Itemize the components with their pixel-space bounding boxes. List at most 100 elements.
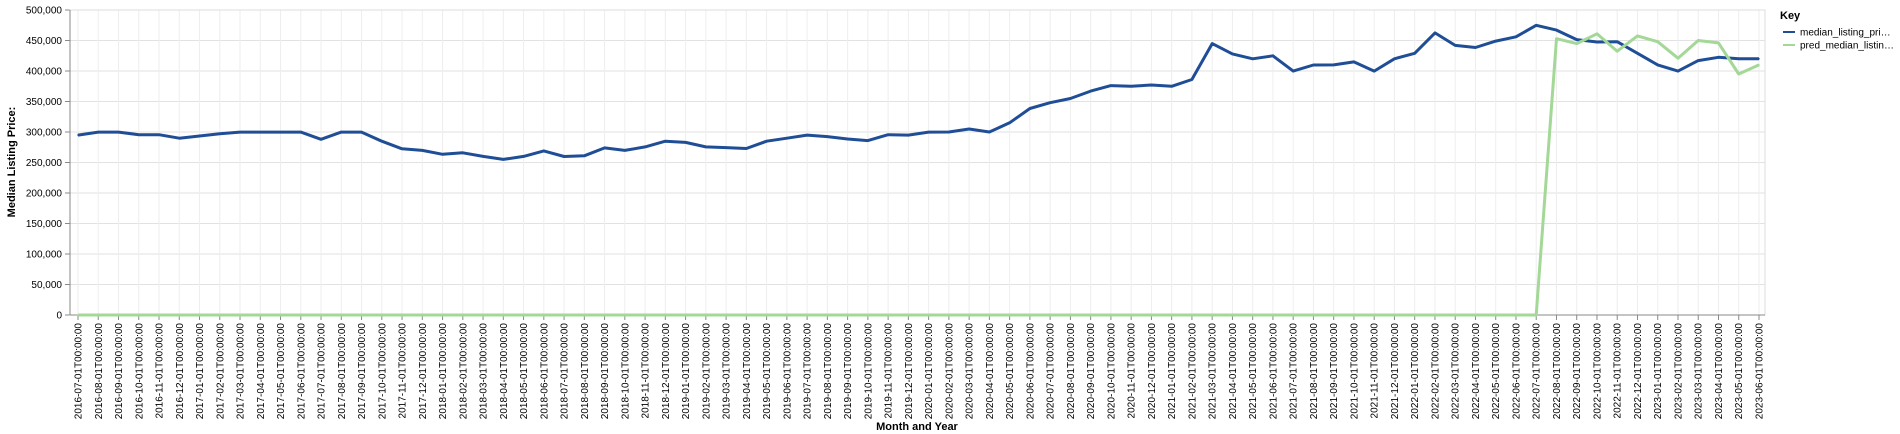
- data-point: [543, 314, 545, 316]
- data-point: [684, 141, 687, 144]
- data-point: [988, 131, 991, 133]
- data-point: [664, 314, 667, 316]
- data-point: [158, 133, 160, 136]
- y-tick-label: 300,000: [26, 128, 63, 139]
- data-point: [1596, 41, 1598, 43]
- x-tick-label: 2020-07-01T00:00:00: [1046, 323, 1057, 420]
- data-point: [684, 314, 687, 316]
- data-point: [725, 146, 727, 149]
- data-point: [968, 314, 970, 316]
- x-tick-label: 2018-01-01T00:00:00: [438, 323, 449, 420]
- data-point: [887, 133, 889, 136]
- y-tick-label: 50,000: [31, 280, 62, 291]
- data-point: [320, 138, 322, 141]
- data-point: [77, 314, 79, 316]
- y-axis-title: Median Listing Price:: [6, 107, 18, 218]
- data-point: [1697, 59, 1700, 62]
- data-point: [664, 140, 667, 142]
- y-tick-label: 400,000: [26, 67, 63, 78]
- x-tick-label: 2023-01-01T00:00:00: [1653, 323, 1664, 420]
- data-point: [1434, 32, 1436, 34]
- data-point: [360, 314, 363, 316]
- data-point: [988, 314, 991, 316]
- x-tick-label: 2022-08-01T00:00:00: [1552, 323, 1563, 420]
- data-point: [522, 155, 525, 158]
- data-point: [765, 140, 768, 142]
- x-tick-label: 2019-09-01T00:00:00: [843, 323, 854, 420]
- data-point: [1454, 314, 1457, 316]
- x-tick-label: 2020-08-01T00:00:00: [1066, 323, 1077, 420]
- data-point: [259, 314, 262, 316]
- data-point: [1393, 314, 1396, 316]
- data-point: [1332, 64, 1335, 66]
- data-point: [522, 314, 525, 316]
- data-point: [117, 131, 120, 133]
- data-point: [97, 314, 100, 316]
- y-tick-label: 0: [56, 311, 62, 322]
- x-tick-label: 2021-01-01T00:00:00: [1167, 323, 1178, 420]
- data-point: [1211, 314, 1213, 316]
- x-tick-label: 2021-11-01T00:00:00: [1370, 323, 1381, 419]
- x-tick-label: 2021-03-01T00:00:00: [1208, 323, 1219, 420]
- data-point: [826, 314, 829, 316]
- data-point: [1434, 314, 1436, 316]
- data-point: [1474, 314, 1477, 316]
- data-point: [401, 147, 403, 150]
- x-tick-label: 2018-08-01T00:00:00: [580, 323, 591, 420]
- data-point: [1515, 314, 1517, 316]
- data-point: [927, 131, 930, 133]
- data-point: [745, 314, 748, 316]
- series-line-2: [78, 32, 1760, 317]
- data-point: [401, 314, 403, 316]
- data-point: [462, 314, 464, 316]
- data-point: [1616, 40, 1619, 43]
- x-tick-label: 2019-08-01T00:00:00: [823, 323, 834, 420]
- x-tick-label: 2021-10-01T00:00:00: [1349, 323, 1360, 420]
- data-point: [502, 314, 505, 316]
- x-tick-label: 2017-03-01T00:00:00: [236, 323, 247, 420]
- data-point: [1636, 52, 1639, 55]
- x-tick-label: 2017-10-01T00:00:00: [377, 323, 388, 420]
- data-point: [624, 314, 626, 316]
- x-tick-label: 2017-01-01T00:00:00: [195, 323, 206, 420]
- x-axis-title: Month and Year: [876, 421, 958, 433]
- data-point: [178, 137, 181, 139]
- data-point: [1069, 314, 1072, 316]
- data-point: [1515, 36, 1517, 38]
- x-tick-label: 2019-01-01T00:00:00: [681, 323, 692, 420]
- gridlines: [70, 9, 1765, 316]
- data-point: [765, 314, 768, 316]
- data-point: [1110, 314, 1112, 316]
- legend-label: pred_median_listin…: [1800, 41, 1894, 52]
- data-point: [826, 135, 829, 138]
- series-line-1: [77, 23, 1759, 161]
- x-tick-label: 2022-01-01T00:00:00: [1410, 323, 1421, 420]
- data-point: [563, 314, 565, 316]
- data-point: [1616, 50, 1619, 52]
- x-tick-label: 2018-07-01T00:00:00: [560, 323, 571, 420]
- x-tick-label: 2019-03-01T00:00:00: [722, 323, 733, 420]
- x-tick-label: 2020-11-01T00:00:00: [1127, 323, 1138, 419]
- data-point: [1130, 314, 1132, 316]
- data-point: [725, 314, 727, 316]
- data-point: [482, 155, 484, 158]
- y-tick-label: 500,000: [26, 6, 63, 17]
- data-point: [948, 131, 950, 133]
- data-point: [239, 131, 241, 133]
- legend: Key median_listing_pri… pred_median_listi…: [1780, 10, 1894, 52]
- x-tick-label: 2018-04-01T00:00:00: [499, 323, 510, 420]
- x-tick-label: 2020-09-01T00:00:00: [1086, 323, 1097, 420]
- data-point: [1191, 78, 1193, 81]
- x-tick-label: 2023-04-01T00:00:00: [1714, 323, 1725, 420]
- data-point: [97, 131, 100, 133]
- x-tick-label: 2020-04-01T00:00:00: [985, 323, 996, 420]
- data-point: [806, 314, 808, 316]
- x-tick-label: 2018-02-01T00:00:00: [458, 323, 469, 420]
- data-point: [583, 314, 586, 316]
- data-point: [1211, 42, 1213, 45]
- data-point: [1353, 61, 1355, 63]
- data-point: [1494, 40, 1497, 42]
- data-point: [360, 131, 363, 133]
- x-tick-label: 2022-05-01T00:00:00: [1491, 323, 1502, 420]
- data-point: [786, 137, 788, 139]
